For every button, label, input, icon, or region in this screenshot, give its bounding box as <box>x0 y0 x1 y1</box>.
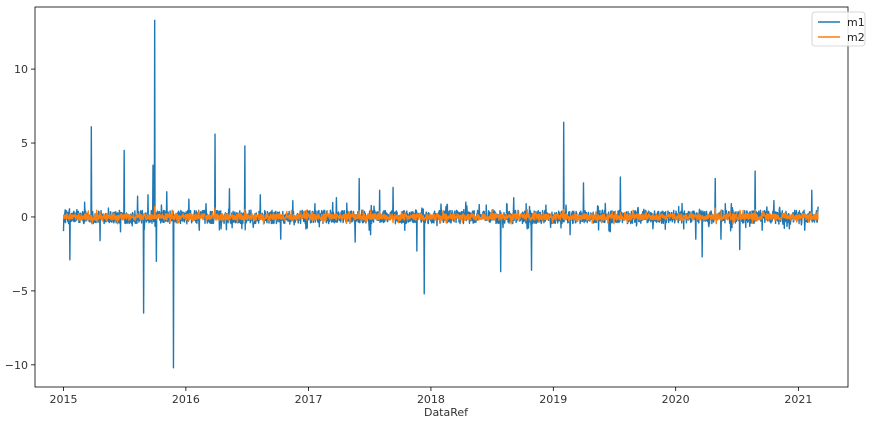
x-tick-label: 2015 <box>49 393 77 406</box>
x-tick-label: 2017 <box>295 393 323 406</box>
y-tick-label: 10 <box>14 63 28 76</box>
x-tick-label: 2016 <box>172 393 200 406</box>
y-tick-label: 5 <box>21 137 28 150</box>
series-layer <box>62 19 819 369</box>
legend-label-m1: m1 <box>847 16 865 29</box>
x-axis: 2015 2016 2017 2018 2019 2020 2021 <box>49 387 812 406</box>
x-tick-label: 2020 <box>662 393 690 406</box>
x-tick-label: 2021 <box>784 393 812 406</box>
plot-area <box>35 7 848 387</box>
legend-label-m2: m2 <box>847 31 865 44</box>
y-axis: −10 −5 0 5 10 <box>5 63 35 372</box>
plot-frame <box>34 6 849 388</box>
y-tick-label: 0 <box>21 211 28 224</box>
x-axis-label: DataRef <box>424 406 469 419</box>
x-tick-label: 2018 <box>417 393 445 406</box>
x-tick-label: 2019 <box>539 393 567 406</box>
y-tick-label: −5 <box>12 285 28 298</box>
series-line-m2 <box>62 205 819 225</box>
y-tick-label: −10 <box>5 359 28 372</box>
